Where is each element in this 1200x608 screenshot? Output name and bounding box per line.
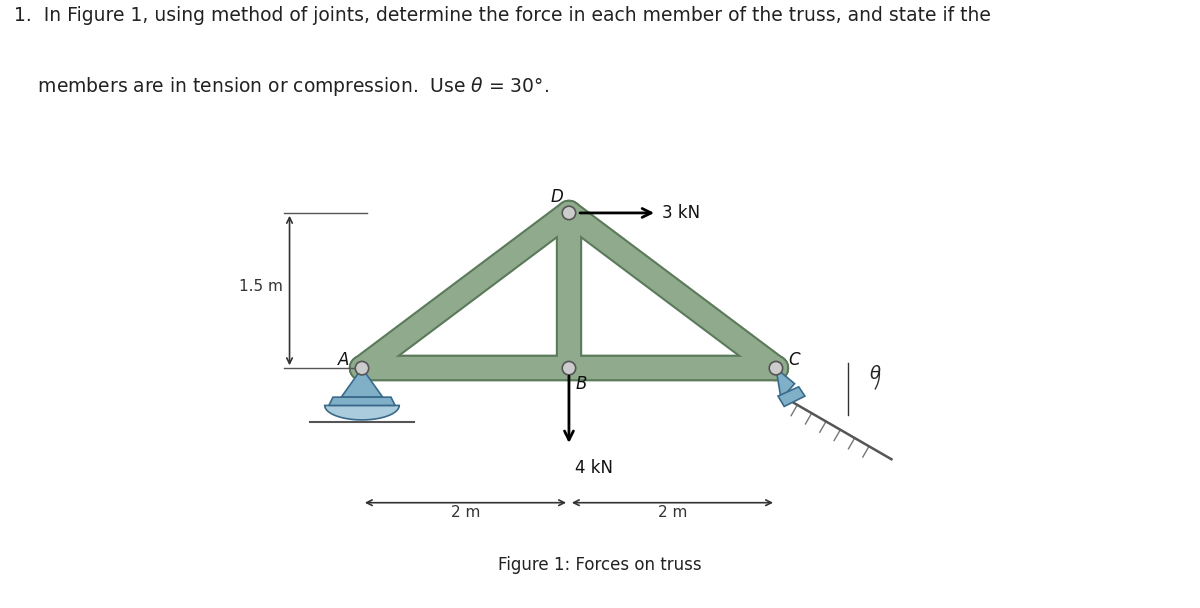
Polygon shape [778, 387, 805, 407]
Polygon shape [325, 406, 400, 420]
Text: A: A [337, 351, 349, 369]
Circle shape [563, 361, 576, 375]
Text: members are in tension or compression.  Use $\theta$ = 30°.: members are in tension or compression. U… [14, 75, 550, 98]
Polygon shape [776, 368, 794, 399]
Circle shape [355, 361, 368, 375]
Text: $\theta$: $\theta$ [869, 365, 882, 382]
Circle shape [769, 361, 782, 375]
Circle shape [563, 206, 576, 219]
Text: 1.5 m: 1.5 m [239, 278, 282, 294]
Text: 1.  In Figure 1, using method of joints, determine the force in each member of t: 1. In Figure 1, using method of joints, … [14, 6, 991, 25]
Text: 3 kN: 3 kN [662, 204, 701, 222]
Text: 4 kN: 4 kN [575, 459, 613, 477]
Text: D: D [550, 188, 563, 206]
Polygon shape [329, 397, 395, 406]
Text: B: B [576, 375, 587, 393]
Polygon shape [341, 368, 383, 397]
Text: C: C [788, 351, 800, 369]
Text: 2 m: 2 m [658, 505, 688, 520]
Text: 2 m: 2 m [451, 505, 480, 520]
Text: Figure 1: Forces on truss: Figure 1: Forces on truss [498, 556, 702, 574]
